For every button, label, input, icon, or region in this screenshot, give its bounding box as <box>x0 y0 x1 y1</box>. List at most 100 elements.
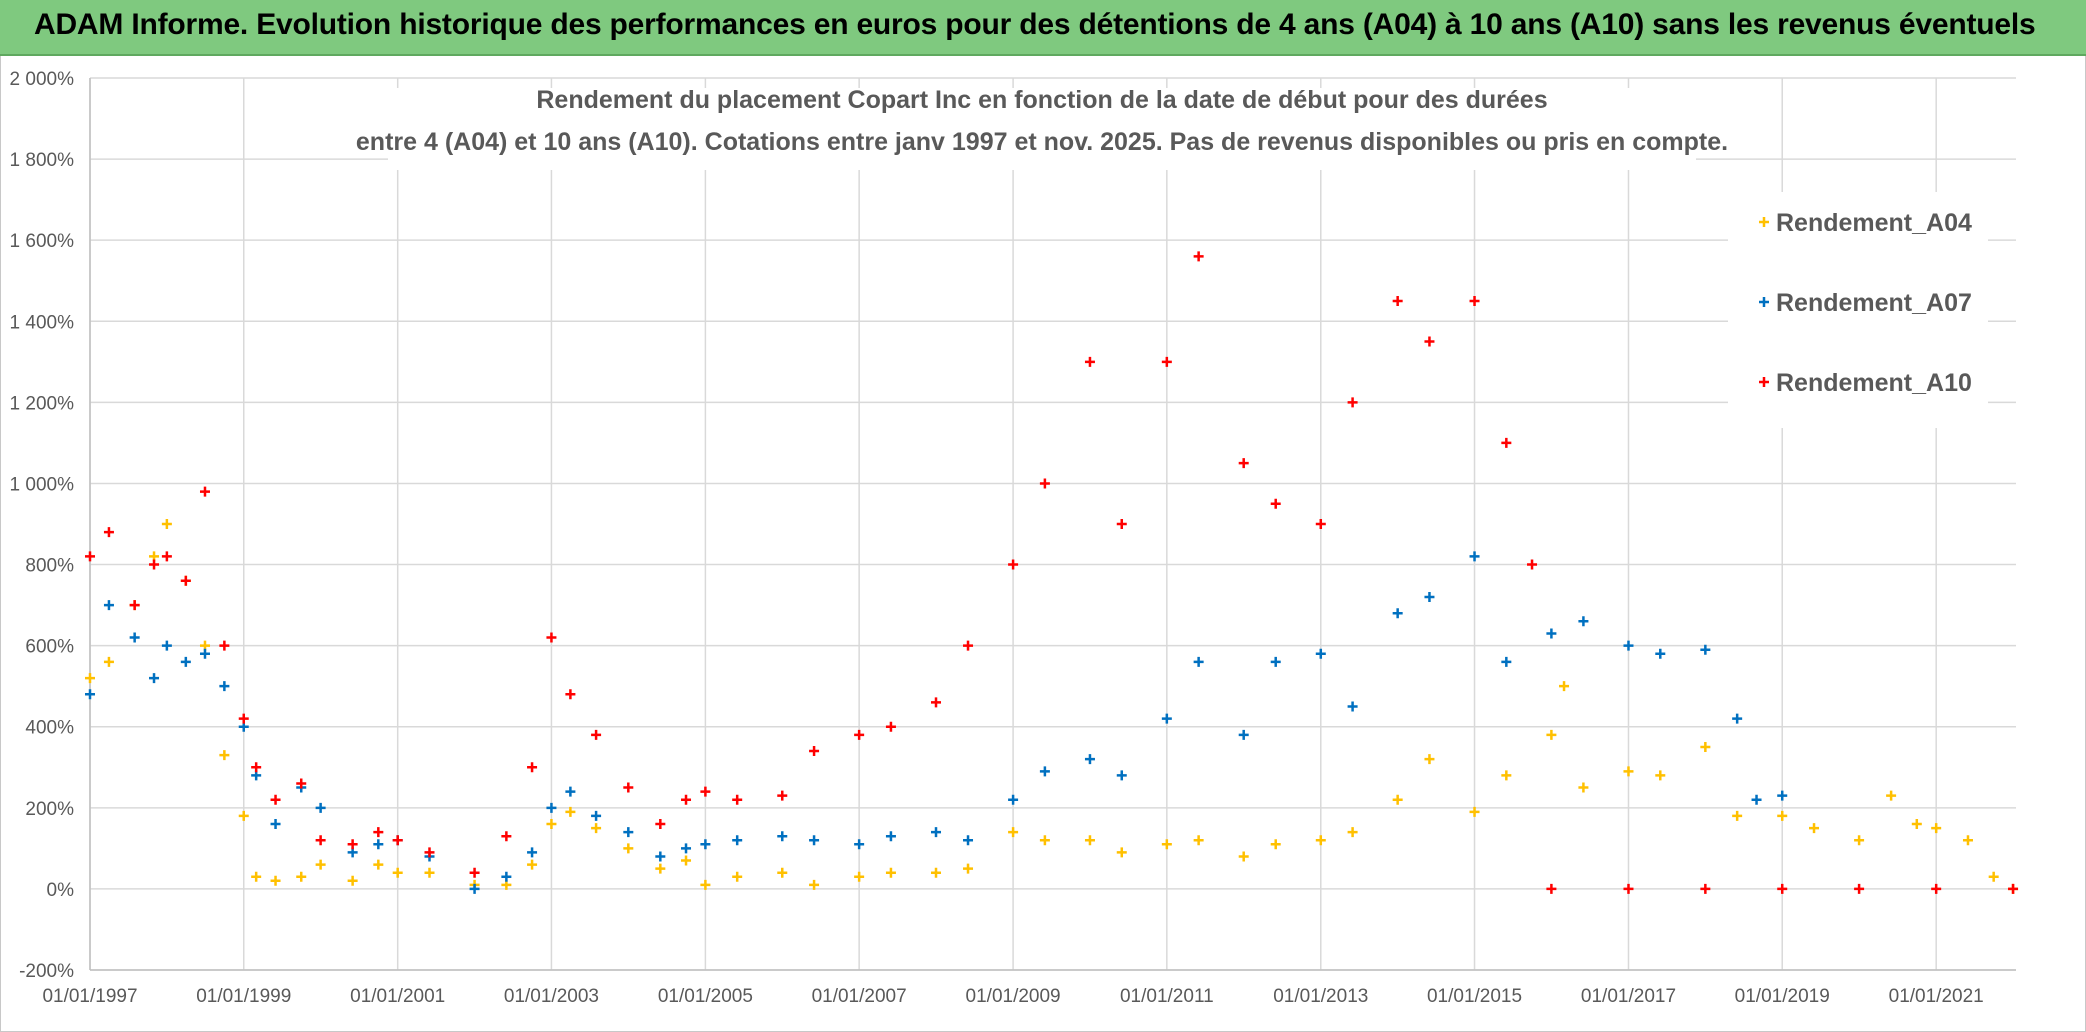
data-point <box>1193 251 1204 262</box>
data-point <box>501 871 512 882</box>
data-point <box>296 871 307 882</box>
data-point <box>1116 847 1127 858</box>
data-point <box>809 835 820 846</box>
data-point <box>1116 770 1127 781</box>
data-point <box>1655 648 1666 659</box>
series-Rendement_A07 <box>85 551 1788 894</box>
x-tick-label: 01/01/2005 <box>658 986 753 1007</box>
data-point <box>809 746 820 757</box>
series-Rendement_A04 <box>85 519 2019 894</box>
data-point <box>527 762 538 773</box>
data-point <box>1424 754 1435 765</box>
data-point <box>565 689 576 700</box>
data-point <box>1527 559 1538 570</box>
data-point <box>931 827 942 838</box>
data-point <box>623 843 634 854</box>
data-point <box>469 883 480 894</box>
x-tick-label: 01/01/2011 <box>1120 986 1214 1007</box>
data-point <box>591 823 602 834</box>
data-point <box>1911 819 1922 830</box>
y-tick-label: 400% <box>25 718 74 739</box>
data-point <box>424 867 435 878</box>
data-point <box>1809 823 1820 834</box>
data-point <box>251 871 262 882</box>
data-point <box>1161 839 1172 850</box>
data-point <box>129 632 140 643</box>
x-tick-label: 01/01/2021 <box>1889 986 1984 1007</box>
data-point <box>700 786 711 797</box>
data-point <box>1501 770 1512 781</box>
data-point <box>1886 790 1897 801</box>
data-point <box>1270 839 1281 850</box>
data-point <box>270 875 281 886</box>
data-point <box>591 729 602 740</box>
data-point <box>270 794 281 805</box>
data-point <box>149 559 160 570</box>
data-point <box>199 486 210 497</box>
data-point <box>315 859 326 870</box>
data-point <box>1315 648 1326 659</box>
data-point <box>1424 591 1435 602</box>
legend-marker <box>1759 377 1769 387</box>
data-point <box>1501 437 1512 448</box>
data-point <box>296 778 307 789</box>
x-tick-label: 01/01/1997 <box>42 986 137 1007</box>
data-point <box>1962 835 1973 846</box>
data-point <box>885 721 896 732</box>
data-point <box>373 839 384 850</box>
data-point <box>777 790 788 801</box>
data-point <box>1623 766 1634 777</box>
data-point <box>1315 835 1326 846</box>
y-tick-label: 600% <box>25 637 74 658</box>
data-point <box>1039 478 1050 489</box>
data-point <box>1039 766 1050 777</box>
data-point <box>219 681 230 692</box>
data-point <box>963 835 974 846</box>
data-point <box>1116 519 1127 529</box>
data-point <box>315 802 326 813</box>
data-point <box>347 839 358 850</box>
legend: Rendement_A04 Rendement_A07 Rendement_A10 <box>1728 192 1988 428</box>
data-point <box>1392 296 1403 306</box>
data-point <box>199 648 210 659</box>
y-tick-label: 800% <box>25 556 74 577</box>
data-point <box>854 839 865 850</box>
data-point <box>809 879 820 890</box>
data-point <box>1424 336 1435 347</box>
data-point <box>161 519 172 529</box>
data-point <box>392 867 403 878</box>
legend-marker <box>1759 217 1769 227</box>
data-point <box>546 819 557 830</box>
x-tick-label: 01/01/2019 <box>1735 986 1830 1007</box>
data-point <box>180 656 191 667</box>
data-point <box>1777 883 1788 894</box>
data-point <box>1193 835 1204 846</box>
series-Rendement_A10 <box>85 251 2019 894</box>
data-point <box>238 713 249 724</box>
data-point <box>161 551 172 562</box>
data-point <box>161 640 172 651</box>
x-tick-label: 01/01/1999 <box>196 986 291 1007</box>
y-tick-label: 2 000% <box>10 69 75 90</box>
x-tick-label: 01/01/2007 <box>812 986 907 1007</box>
data-point <box>1751 794 1762 805</box>
header-banner: ADAM Informe. Evolution historique des p… <box>0 0 2086 56</box>
data-point <box>1546 628 1557 639</box>
legend-label: Rendement_A04 <box>1776 209 1972 237</box>
data-point <box>1931 823 1942 834</box>
data-point <box>700 839 711 850</box>
data-points <box>85 251 2019 894</box>
chart-title-line2: entre 4 (A04) et 10 ans (A10). Cotations… <box>356 128 1728 156</box>
data-point <box>1084 356 1095 367</box>
y-tick-label: 1 400% <box>10 312 75 333</box>
x-axis: 01/01/1997 01/01/1999 01/01/2001 01/01/2003… <box>42 969 2016 1007</box>
data-point <box>1008 827 1019 838</box>
data-point <box>1623 883 1634 894</box>
data-point <box>1700 883 1711 894</box>
data-point <box>1392 794 1403 805</box>
data-point <box>732 871 743 882</box>
y-tick-label: 1 200% <box>10 393 75 414</box>
data-point <box>1008 794 1019 805</box>
legend-marker <box>1759 297 1769 307</box>
